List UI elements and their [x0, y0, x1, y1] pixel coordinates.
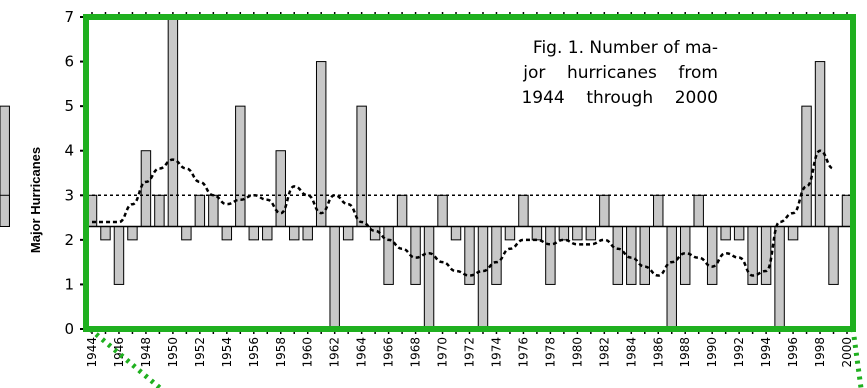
x-tick-label: 1974	[489, 337, 503, 368]
bar	[585, 225, 597, 241]
bar	[504, 225, 516, 241]
smoothed-trend-line	[91, 149, 834, 277]
bar	[572, 225, 583, 241]
x-tick-label: 1976	[516, 337, 530, 368]
y-tick-label: 5	[64, 97, 74, 115]
bar	[181, 225, 192, 241]
x-tick-label: 1960	[301, 337, 315, 368]
bar	[693, 194, 704, 227]
x-tick-label: 1958	[274, 337, 288, 368]
y-tick-label: 6	[64, 53, 74, 71]
bar	[235, 105, 246, 227]
bar	[733, 225, 745, 241]
bar	[774, 225, 785, 330]
bar	[787, 225, 799, 241]
x-tick-label: 1972	[463, 337, 477, 368]
smoothed-line	[91, 149, 834, 277]
x-tick-label: 1990	[705, 337, 719, 368]
x-tick-label: 1980	[570, 337, 584, 368]
y-tick-label: 3	[64, 186, 74, 204]
y-tick-label: 0	[64, 320, 74, 338]
bar	[113, 225, 125, 285]
highlight-dotted-guide-right	[850, 328, 864, 388]
bar	[491, 225, 502, 285]
x-tick-label: 1998	[813, 337, 827, 368]
bar	[275, 150, 286, 227]
bar	[450, 225, 462, 241]
x-tick-label: 1978	[543, 337, 557, 368]
x-tick-label: 1946	[112, 337, 126, 368]
y-tick-label: 1	[64, 275, 74, 293]
bar	[558, 225, 570, 241]
bar	[315, 61, 327, 227]
figure-caption-line-1: Fig. 1. Number of ma-	[533, 38, 718, 58]
bar	[342, 225, 354, 241]
bar	[329, 225, 340, 330]
bar	[437, 194, 448, 227]
bar	[477, 225, 489, 330]
x-tick-label: 1968	[409, 337, 423, 368]
x-tick-label: 1994	[759, 337, 773, 368]
bars	[0, 16, 853, 330]
figure-caption-line-2: jor hurricanes from	[522, 63, 718, 83]
highlight-frame	[83, 14, 856, 332]
y-tick-label: 4	[64, 142, 74, 160]
bar	[356, 105, 367, 227]
bar	[599, 194, 610, 227]
figure-caption-line-3: 1944 through 2000	[521, 88, 718, 108]
bar	[100, 225, 111, 241]
bar	[127, 225, 138, 241]
x-tick-label: 1948	[139, 337, 153, 368]
x-tick-label: 1962	[328, 337, 342, 368]
bar	[221, 225, 233, 241]
y-axis-label: Major Hurricanes	[28, 147, 43, 253]
bar	[706, 225, 718, 285]
x-tick-label: 2000	[840, 337, 854, 368]
y-tick-label: 7	[64, 8, 74, 26]
x-tick-label: 1996	[786, 337, 800, 368]
x-tick-label: 1966	[382, 337, 396, 368]
bar	[801, 105, 812, 227]
bar	[545, 225, 556, 285]
x-axis-ticks: 1944 1946 1948 1950 1952 1954 1956 1958 1960 1962…	[85, 12, 854, 368]
x-tick-label: 1952	[193, 337, 207, 368]
bar	[828, 225, 839, 285]
bar	[396, 194, 408, 227]
x-tick-label: 1984	[624, 337, 638, 368]
bar	[612, 225, 624, 285]
bar	[154, 194, 165, 227]
bar	[208, 194, 219, 227]
x-tick-label: 1954	[220, 337, 234, 368]
x-tick-label: 1988	[678, 337, 692, 368]
y-tick-label: 2	[64, 231, 74, 249]
bar	[720, 225, 731, 241]
bar	[0, 194, 10, 227]
bar	[814, 61, 826, 227]
bar	[639, 225, 650, 285]
bar	[262, 225, 273, 241]
bar	[302, 225, 313, 241]
bar	[760, 225, 772, 285]
bar	[194, 194, 206, 227]
bar	[666, 225, 677, 330]
x-tick-label: 1950	[166, 337, 180, 368]
bar	[248, 225, 260, 241]
bar	[383, 225, 394, 285]
bar	[289, 225, 300, 241]
bar	[140, 150, 152, 227]
bar	[423, 225, 435, 330]
x-tick-label: 1956	[247, 337, 261, 368]
x-tick-label: 1970	[436, 337, 450, 368]
bar	[653, 194, 664, 227]
x-tick-label: 1992	[732, 337, 746, 368]
x-tick-label: 1944	[85, 337, 99, 368]
bar	[518, 194, 529, 227]
x-tick-label: 1964	[355, 337, 369, 368]
x-tick-label: 1982	[597, 337, 611, 368]
x-tick-label: 1986	[651, 337, 665, 368]
bar	[531, 225, 543, 241]
